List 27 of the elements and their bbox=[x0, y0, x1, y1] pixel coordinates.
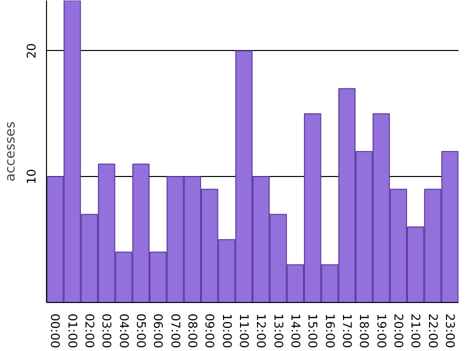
x-tick-label: 18:00 bbox=[357, 314, 372, 348]
x-tick-label: 08:00 bbox=[185, 314, 200, 348]
x-tick-label: 03:00 bbox=[100, 314, 114, 348]
x-tick-label: 04:00 bbox=[116, 314, 131, 348]
x-tick-label: 00:00 bbox=[48, 314, 62, 348]
x-tick-label: 07:00 bbox=[168, 314, 182, 348]
x-tick-label: 21:00 bbox=[408, 314, 423, 348]
x-tick-label: 05:00 bbox=[134, 314, 148, 348]
x-tick-label: 13:00 bbox=[271, 314, 286, 348]
x-tick-label: 23:00 bbox=[442, 314, 457, 348]
x-tick-label: 17:00 bbox=[340, 314, 354, 348]
x-tick-label: 01:00 bbox=[65, 314, 80, 348]
x-tick-label: 16:00 bbox=[322, 314, 337, 348]
x-tick-label: 10:00 bbox=[220, 314, 234, 348]
x-tick-label: 12:00 bbox=[254, 314, 268, 348]
x-tick-label: 15:00 bbox=[306, 314, 320, 348]
x-tick-label: 06:00 bbox=[151, 314, 166, 348]
x-tick-label: 22:00 bbox=[426, 314, 440, 348]
x-tick-label: 14:00 bbox=[288, 314, 302, 348]
x-tick-label: 20:00 bbox=[391, 314, 406, 348]
x-tick-label: 11:00 bbox=[236, 314, 251, 348]
x-tick-label: 19:00 bbox=[374, 314, 388, 348]
y-axis-title: accesses bbox=[4, 121, 18, 182]
y-tick-label: 10 bbox=[24, 169, 38, 184]
x-tick-label: 02:00 bbox=[82, 314, 96, 348]
x-tick-label: 09:00 bbox=[202, 314, 217, 348]
y-tick-label: 20 bbox=[24, 43, 38, 58]
